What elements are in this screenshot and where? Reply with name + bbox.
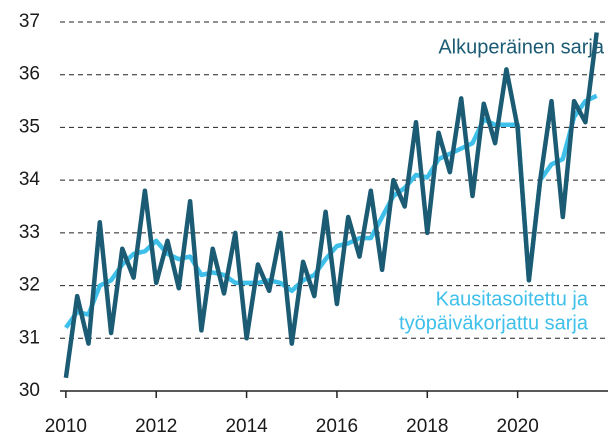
y-tick-label: 34 [19,169,41,190]
series-line [63,32,599,379]
y-tick-label: 33 [19,222,40,243]
y-tick-label: 36 [19,64,40,85]
annotation: työpäiväkorjattu sarja [399,312,589,334]
y-tick-label: 30 [19,380,40,401]
x-tick-label: 2018 [406,416,448,437]
x-tick-label: 2012 [135,416,177,437]
annotation: Alkuperäinen sarja [438,36,605,58]
y-tick-label: 35 [19,116,40,137]
y-tick-label: 37 [19,11,40,32]
x-tick-label: 2016 [316,416,358,437]
x-tick-label: 2020 [497,416,539,437]
x-tick-label: 2014 [225,416,268,437]
annotation: Kausitasoitettu ja [436,288,589,310]
y-tick-label: 31 [19,327,40,348]
x-tick-label: 2010 [45,416,87,437]
y-tick-label: 32 [19,275,40,296]
